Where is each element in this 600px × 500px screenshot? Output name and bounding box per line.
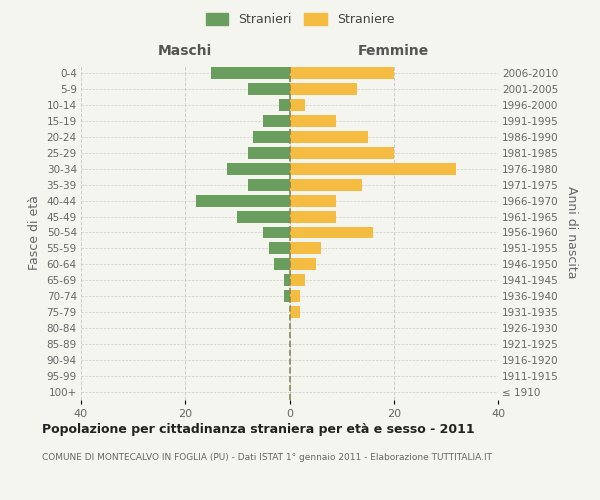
Bar [290,147,394,158]
Bar [263,115,290,127]
Y-axis label: Fasce di età: Fasce di età [28,195,41,270]
Bar [290,194,337,206]
Bar [279,99,290,111]
Text: Femmine: Femmine [358,44,430,59]
Bar [290,274,305,286]
Bar [248,178,290,190]
Text: Popolazione per cittadinanza straniera per età e sesso - 2011: Popolazione per cittadinanza straniera p… [42,422,475,436]
Bar [290,115,337,127]
Bar [248,83,290,95]
Bar [211,67,290,79]
Bar [248,147,290,158]
Bar [290,258,316,270]
Bar [284,290,290,302]
Bar [290,242,321,254]
Bar [284,274,290,286]
Bar [290,67,394,79]
Bar [290,83,357,95]
Bar [253,131,290,143]
Bar [269,242,290,254]
Bar [290,226,373,238]
Y-axis label: Anni di nascita: Anni di nascita [565,186,578,279]
Text: COMUNE DI MONTECALVO IN FOGLIA (PU) - Dati ISTAT 1° gennaio 2011 - Elaborazione : COMUNE DI MONTECALVO IN FOGLIA (PU) - Da… [42,452,492,462]
Bar [290,290,300,302]
Bar [290,162,457,174]
Bar [290,99,305,111]
Legend: Stranieri, Straniere: Stranieri, Straniere [202,8,398,30]
Bar [263,226,290,238]
Bar [238,210,290,222]
Bar [290,306,300,318]
Bar [196,194,290,206]
Bar [274,258,290,270]
Bar [290,131,368,143]
Bar [290,178,362,190]
Bar [227,162,290,174]
Bar [290,210,337,222]
Text: Maschi: Maschi [158,44,212,59]
